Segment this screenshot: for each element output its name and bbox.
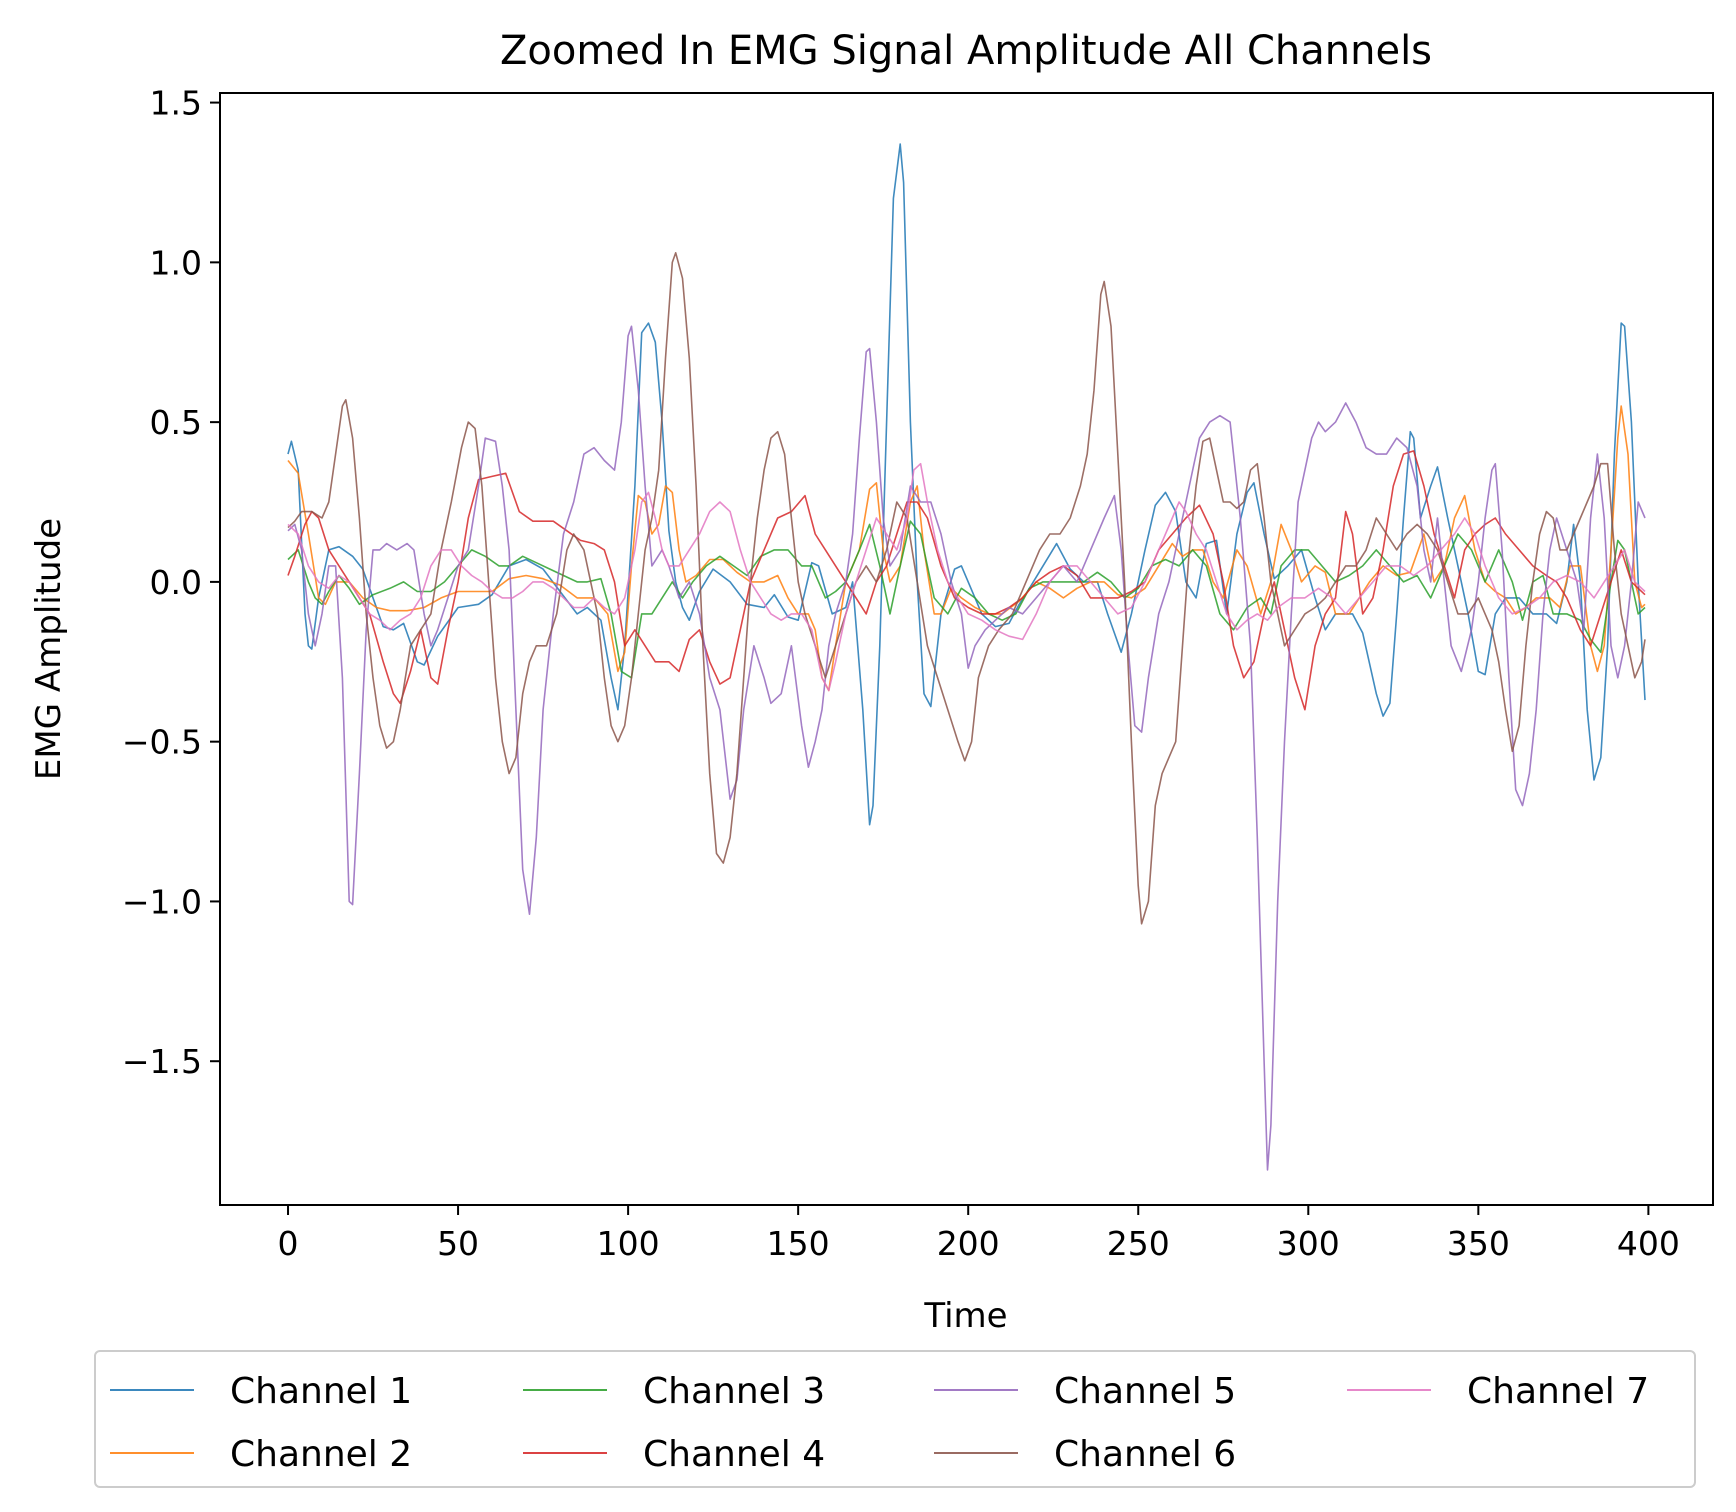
legend-label-channel-2: Channel 2 [230, 1434, 412, 1475]
y-tick-label: 1.0 [150, 243, 202, 282]
y-axis-ticks: 1.5 1.0 0.5 0.0 −0.5 −1.0 −1.5 [122, 84, 220, 1081]
legend-label-channel-3: Channel 3 [643, 1371, 825, 1412]
y-tick-label: 0.5 [150, 403, 202, 442]
series-line-channel-1 [287, 143, 1646, 826]
legend-label-channel-6: Channel 6 [1054, 1434, 1236, 1475]
series-line-channel-7 [287, 462, 1646, 692]
x-axis-label: Time [923, 1296, 1007, 1336]
chart-title: Zoomed In EMG Signal Amplitude All Chann… [500, 28, 1432, 74]
legend-label-channel-1: Channel 1 [230, 1371, 412, 1412]
x-tick-label: 350 [1447, 1224, 1510, 1263]
x-tick-label: 0 [278, 1224, 299, 1263]
x-tick-label: 100 [597, 1224, 660, 1263]
y-axis-label: EMG Amplitude [29, 518, 69, 780]
x-tick-label: 200 [937, 1224, 1000, 1263]
legend-items: Channel 1 Channel 2 Channel 3 Channel 4 Chan… [110, 1371, 1649, 1475]
x-tick-label: 400 [1617, 1224, 1680, 1263]
legend-box [94, 1350, 1696, 1488]
x-tick-label: 250 [1107, 1224, 1170, 1263]
y-tick-label: −1.0 [122, 882, 202, 921]
legend-label-channel-5: Channel 5 [1054, 1371, 1236, 1412]
y-tick-label: −0.5 [122, 723, 202, 762]
legend-label-channel-7: Channel 7 [1467, 1371, 1649, 1412]
x-axis-ticks: 0 50 100 150 200 250 300 350 400 [278, 1205, 1680, 1263]
legend: Channel 1 Channel 2 Channel 3 Channel 4 Chan… [94, 1350, 1696, 1488]
series-line-channel-4 [287, 450, 1646, 711]
x-tick-label: 150 [767, 1224, 830, 1263]
plot-area-frame [219, 92, 1714, 1206]
legend-label-channel-4: Channel 4 [643, 1434, 825, 1475]
series-line-channel-6 [287, 252, 1646, 925]
y-tick-label: 0.0 [150, 563, 202, 602]
x-tick-label: 50 [437, 1224, 479, 1263]
y-tick-label: 1.5 [150, 84, 202, 123]
series-line-channel-3 [287, 520, 1646, 679]
x-tick-label: 300 [1277, 1224, 1340, 1263]
y-tick-label: −1.5 [122, 1042, 202, 1081]
series-line-channel-5 [287, 325, 1646, 1171]
series-line-channel-2 [287, 405, 1646, 692]
series-layer [287, 143, 1646, 1171]
